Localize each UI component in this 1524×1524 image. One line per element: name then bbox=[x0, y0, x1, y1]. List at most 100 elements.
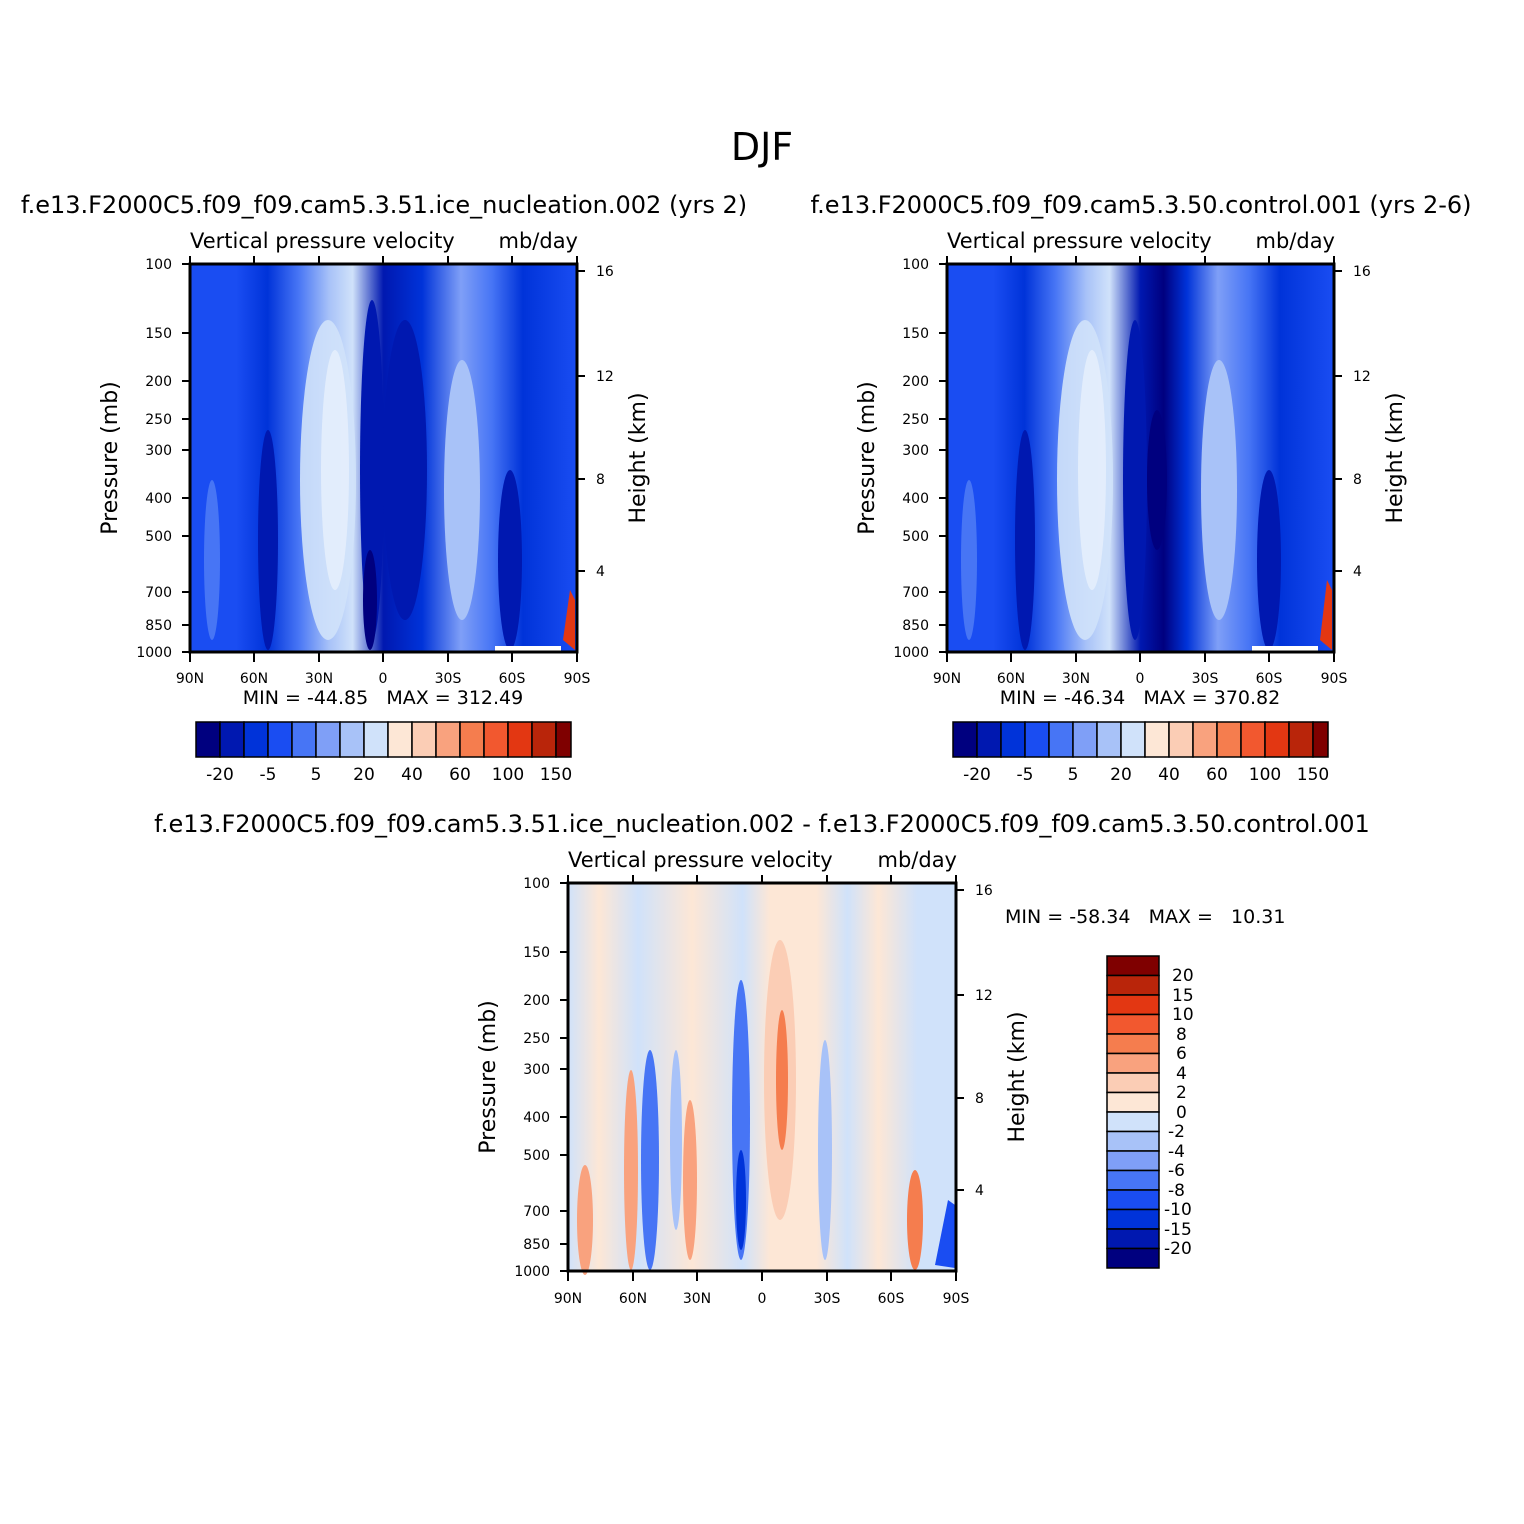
panel-c-colorbar: 20 15 10 8 6 4 2 0 -2 -4 -6 -8 -10 -15 -… bbox=[1106, 955, 1194, 1269]
panel-a-case-title: f.e13.F2000C5.f09_f09.cam5.3.51.ice_nucl… bbox=[21, 191, 747, 219]
panel-c-rtick: 8 bbox=[975, 1091, 984, 1107]
panel-c-ytick: 500 bbox=[523, 1148, 550, 1164]
panel-a-colorbar-label: 60 bbox=[449, 765, 471, 785]
panel-c-colorbar-box bbox=[1106, 955, 1160, 977]
panel-a-colorbar-box bbox=[267, 721, 293, 758]
panel-b-xtick: 90S bbox=[1321, 671, 1348, 687]
panel-a-feature-subsidence-sh bbox=[444, 360, 480, 620]
panel-b-feature-subsidence-core bbox=[1078, 350, 1106, 590]
panel-control: f.e13.F2000C5.f09_f09.cam5.3.50.control.… bbox=[810, 191, 1471, 785]
panel-c-colorbar-label: -2 bbox=[1168, 1122, 1185, 1142]
panel-a-colorbar-box bbox=[315, 721, 341, 758]
panel-c-ytick: 700 bbox=[523, 1204, 550, 1220]
panel-b-colorbar-box bbox=[1240, 721, 1266, 758]
panel-c-colorbar-label: -15 bbox=[1164, 1220, 1192, 1240]
panel-c-colorbar-label: 0 bbox=[1176, 1103, 1187, 1123]
panel-b-xtick: 0 bbox=[1136, 671, 1145, 687]
panel-b-xtick: 60S bbox=[1256, 671, 1283, 687]
panel-c-ytick: 400 bbox=[523, 1110, 550, 1126]
panel-b-x-axis: 90N 60N 30N 0 30S 60S 90S bbox=[933, 256, 1348, 687]
panel-c-colorbar-label: 6 bbox=[1176, 1044, 1187, 1064]
panel-c-rtick: 16 bbox=[975, 883, 993, 899]
panel-a-ytick: 250 bbox=[145, 412, 172, 428]
panel-difference: f.e13.F2000C5.f09_f09.cam5.3.51.ice_nucl… bbox=[154, 810, 1370, 1307]
panel-b-left-axis: 100 150 200 250 300 400 500 700 850 1000… bbox=[855, 257, 947, 661]
panel-a-feature-surface bbox=[495, 646, 561, 652]
panel-a-colorbar-label: 40 bbox=[401, 765, 423, 785]
panel-a-ytick: 200 bbox=[145, 374, 172, 390]
panel-c-colorbar-box bbox=[1106, 1033, 1160, 1055]
panel-b-colorbar-box bbox=[1288, 721, 1314, 758]
panel-c-ylabel: Pressure (mb) bbox=[476, 1000, 501, 1154]
panel-c-xtick: 60N bbox=[619, 1291, 647, 1307]
figure-title: DJF bbox=[731, 125, 793, 169]
panel-b-ylabel-right: Height (km) bbox=[1383, 392, 1408, 523]
panel-b-ytick: 250 bbox=[902, 412, 929, 428]
panel-a-xtick: 60S bbox=[499, 671, 526, 687]
panel-a-feature-ascent-sh bbox=[383, 320, 427, 620]
panel-b-feature-itcz bbox=[1123, 320, 1147, 640]
panel-b-colorbar-label: 5 bbox=[1068, 765, 1079, 785]
panel-a-colorbar-box bbox=[507, 721, 533, 758]
panel-b-rtick: 8 bbox=[1353, 472, 1362, 488]
panel-a-colorbar-box bbox=[411, 721, 437, 758]
panel-ice-nucleation: f.e13.F2000C5.f09_f09.cam5.3.51.ice_nucl… bbox=[21, 191, 747, 785]
panel-b-xtick: 30N bbox=[1062, 671, 1090, 687]
panel-a-colorbar-box bbox=[483, 721, 509, 758]
panel-c-colorbar-label: -6 bbox=[1168, 1161, 1185, 1181]
panel-b-xtick: 30S bbox=[1192, 671, 1219, 687]
panel-c-ylabel-right: Height (km) bbox=[1005, 1011, 1030, 1142]
panel-c-right-axis: 16 12 8 4 Height (km) bbox=[956, 883, 1030, 1199]
panel-b-feature-storm-sh bbox=[1257, 470, 1281, 650]
panel-a-colorbar: -20 -5 5 20 40 60 100 150 bbox=[195, 721, 572, 785]
panel-a-colorbar-label: 100 bbox=[492, 765, 524, 785]
panel-b-feature-storm-nh bbox=[1015, 430, 1035, 650]
panel-a-colorbar-box bbox=[555, 721, 572, 758]
panel-a-feature-itcz-core bbox=[363, 550, 377, 650]
panel-c-colorbar-label: 10 bbox=[1172, 1005, 1194, 1025]
panel-b-feature-nh-band bbox=[961, 480, 977, 640]
panel-a-colorbar-box bbox=[195, 721, 221, 758]
panel-c-colorbar-label: 15 bbox=[1172, 986, 1194, 1006]
panel-c-ytick: 250 bbox=[523, 1031, 550, 1047]
panel-b-colorbar-box bbox=[1096, 721, 1122, 758]
panel-c-xtick: 90N bbox=[554, 1291, 582, 1307]
panel-b-colorbar-box bbox=[1216, 721, 1242, 758]
panel-b-ytick: 1000 bbox=[893, 645, 929, 661]
panel-b-rtick: 12 bbox=[1353, 369, 1371, 385]
panel-a-colorbar-box bbox=[219, 721, 245, 758]
panel-c-feature-neg-20s bbox=[818, 1040, 832, 1260]
panel-b-feature-surface bbox=[1252, 646, 1318, 652]
panel-a-ytick: 500 bbox=[145, 529, 172, 545]
panel-a-right-axis: 16 12 8 4 Height (km) bbox=[577, 264, 651, 580]
panel-a-variable-title: Vertical pressure velocity bbox=[190, 229, 455, 253]
panel-c-feature-antarctic bbox=[935, 1200, 955, 1268]
panel-b-ytick: 200 bbox=[902, 374, 929, 390]
panel-a-colorbar-box bbox=[387, 721, 413, 758]
panel-a-feature-subsidence-core bbox=[321, 350, 349, 590]
panel-c-colorbar-label: 20 bbox=[1172, 966, 1194, 986]
panel-b-ytick: 700 bbox=[902, 585, 929, 601]
panel-a-xtick: 90S bbox=[564, 671, 591, 687]
panel-c-variable-title: Vertical pressure velocity bbox=[568, 848, 833, 872]
panel-c-ytick: 850 bbox=[523, 1237, 550, 1253]
panel-c-colorbar-label: -4 bbox=[1168, 1142, 1185, 1162]
panel-b-ytick: 400 bbox=[902, 491, 929, 507]
panel-c-ytick: 300 bbox=[523, 1062, 550, 1078]
panel-c-colorbar-box bbox=[1106, 1247, 1160, 1269]
panel-c-ytick: 150 bbox=[523, 945, 550, 961]
panel-c-colorbar-label: 4 bbox=[1176, 1064, 1187, 1084]
panel-c-colorbar-box bbox=[1106, 1130, 1160, 1152]
panel-b-colorbar-label: 20 bbox=[1110, 765, 1132, 785]
panel-b-colorbar-box bbox=[976, 721, 1002, 758]
panel-c-colorbar-box bbox=[1106, 1013, 1160, 1035]
panel-a-colorbar-label: 150 bbox=[540, 765, 572, 785]
panel-a-ytick: 700 bbox=[145, 585, 172, 601]
panel-c-ytick: 200 bbox=[523, 993, 550, 1009]
panel-c-feature-neg-itcz-core bbox=[736, 1150, 746, 1250]
panel-a-colorbar-box bbox=[531, 721, 557, 758]
panel-a-ytick: 1000 bbox=[136, 645, 172, 661]
panel-a-colorbar-label: 5 bbox=[311, 765, 322, 785]
panel-c-left-axis: 100 150 200 250 300 400 500 700 850 1000… bbox=[476, 876, 568, 1280]
panel-b-colorbar: -20 -5 5 20 40 60 100 150 bbox=[952, 721, 1329, 785]
